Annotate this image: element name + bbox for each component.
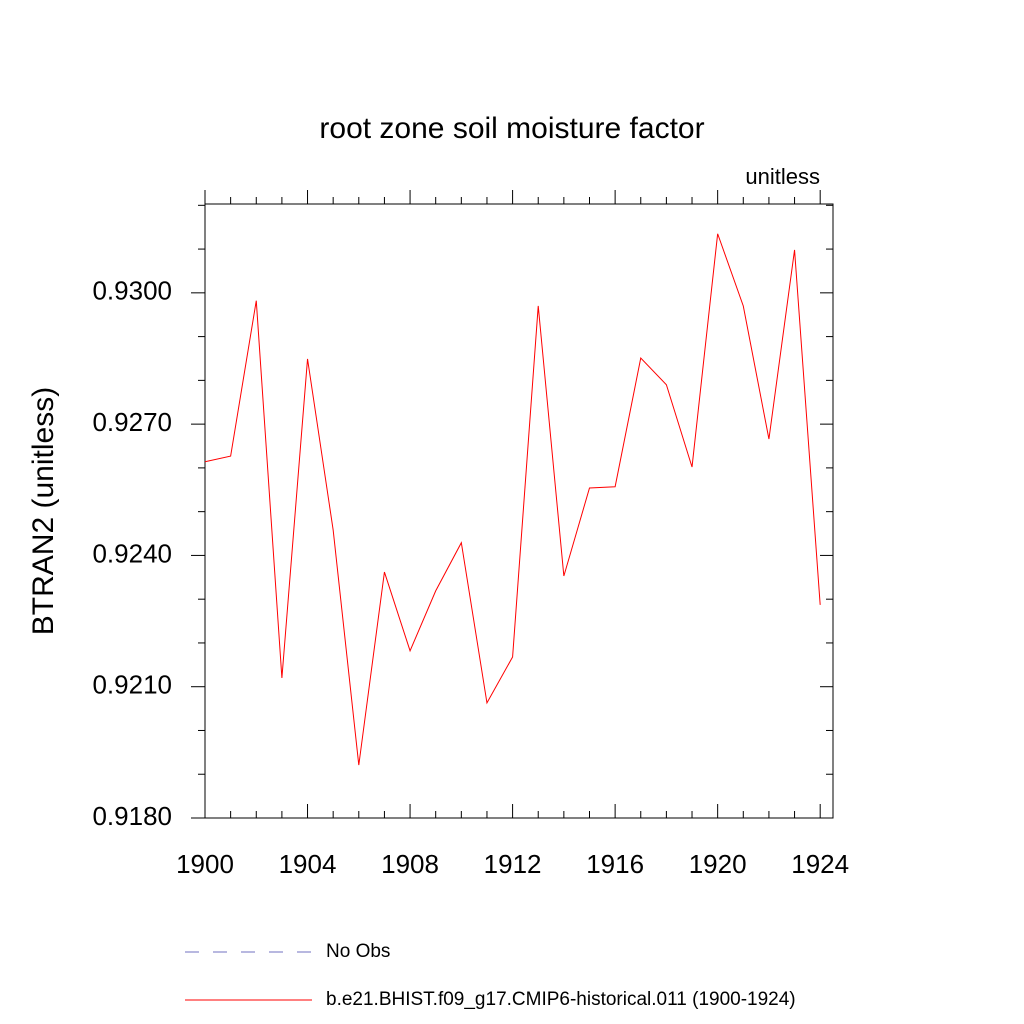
legend-label: No Obs bbox=[326, 941, 390, 962]
y-axis-label: BTRAN2 (unitless) bbox=[27, 387, 60, 635]
x-tick-label: 1920 bbox=[689, 849, 747, 879]
x-tick-label: 1908 bbox=[381, 849, 439, 879]
y-tick-label: 0.9240 bbox=[92, 538, 172, 568]
x-tick-label: 1924 bbox=[791, 849, 849, 879]
x-tick-label: 1916 bbox=[586, 849, 644, 879]
x-tick-label: 1912 bbox=[484, 849, 542, 879]
chart-subtitle: unitless bbox=[745, 164, 820, 189]
x-tick-label: 1904 bbox=[279, 849, 337, 879]
series-line bbox=[204, 233, 821, 766]
y-tick-label: 0.9180 bbox=[92, 801, 172, 831]
y-tick-label: 0.9270 bbox=[92, 407, 172, 437]
legend-label: b.e21.BHIST.f09_g17.CMIP6-historical.011… bbox=[326, 989, 796, 1010]
plot-frame bbox=[204, 203, 834, 819]
y-tick-label: 0.9210 bbox=[92, 670, 172, 700]
x-tick-label: 1900 bbox=[176, 849, 234, 879]
y-tick-label: 0.9300 bbox=[92, 276, 172, 306]
chart-title: root zone soil moisture factor bbox=[319, 112, 704, 145]
